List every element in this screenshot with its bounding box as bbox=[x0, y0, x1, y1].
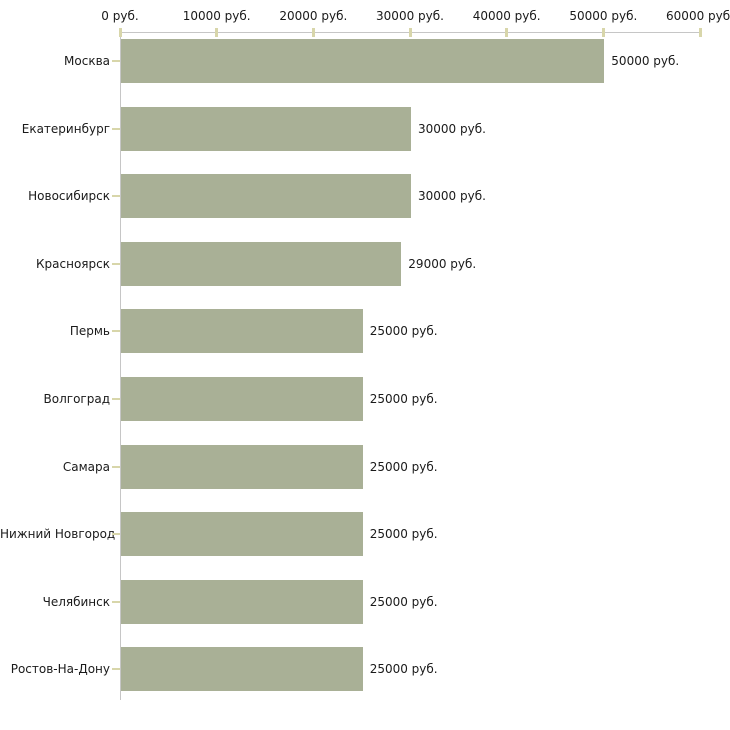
bar bbox=[121, 174, 411, 219]
chart-row-volgograd: Волгоград 25000 руб. bbox=[0, 377, 730, 421]
x-tick-mark bbox=[311, 28, 315, 37]
category-label: Пермь bbox=[69, 324, 110, 339]
bar bbox=[121, 377, 363, 421]
y-tick-mark bbox=[112, 195, 120, 198]
x-tick-mark bbox=[698, 28, 702, 37]
y-tick-mark bbox=[112, 330, 120, 333]
bar bbox=[121, 309, 363, 354]
x-tick-label: 0 руб. bbox=[101, 9, 139, 23]
x-tick-label: 10000 руб. bbox=[182, 9, 251, 23]
category-label: Красноярск bbox=[36, 256, 110, 271]
chart-row-chelyabinsk: Челябинск 25000 руб. bbox=[0, 579, 730, 624]
value-label: 25000 руб. bbox=[369, 662, 438, 677]
chart-row-moskva: Москва 50000 руб. bbox=[0, 39, 730, 83]
value-label: 25000 руб. bbox=[369, 459, 438, 474]
y-tick-mark bbox=[112, 127, 120, 130]
y-tick-mark bbox=[112, 600, 120, 603]
x-tick-label: 40000 руб. bbox=[472, 9, 541, 23]
category-label: Самара bbox=[62, 459, 110, 474]
chart-row-novosibirsk: Новосибирск 30000 руб. bbox=[0, 174, 730, 219]
bar bbox=[121, 39, 605, 83]
value-label: 25000 руб. bbox=[369, 594, 438, 609]
bar bbox=[121, 579, 363, 624]
y-tick-mark bbox=[112, 533, 120, 536]
value-label: 29000 руб. bbox=[408, 256, 477, 271]
x-tick-label: 50000 руб. bbox=[569, 9, 638, 23]
category-label: Ростов-На-Дону bbox=[10, 662, 110, 677]
category-label: Волгоград bbox=[43, 392, 110, 406]
x-tick-label: 30000 руб. bbox=[376, 9, 444, 23]
category-label: Нижний Новгород bbox=[0, 527, 116, 542]
value-label: 25000 руб. bbox=[369, 324, 438, 339]
category-label: Новосибирск bbox=[28, 189, 110, 204]
x-tick-mark bbox=[408, 28, 412, 37]
category-label: Москва bbox=[64, 54, 110, 68]
x-tick-mark bbox=[505, 28, 509, 37]
chart-row-nizhniy-novgorod: Нижний Новгород 25000 руб. bbox=[0, 512, 730, 557]
x-tick-label: 20000 руб. bbox=[279, 9, 348, 23]
bar bbox=[121, 106, 411, 151]
bar bbox=[121, 512, 363, 557]
x-tick-mark bbox=[215, 28, 219, 37]
value-label: 30000 руб. bbox=[418, 121, 486, 136]
bar bbox=[121, 647, 363, 692]
chart-row-perm: Пермь 25000 руб. bbox=[0, 309, 730, 354]
category-label: Екатеринбург bbox=[21, 121, 110, 136]
y-tick-mark bbox=[112, 465, 120, 468]
y-axis-line bbox=[120, 32, 121, 700]
bar bbox=[121, 444, 363, 489]
chart-row-samara: Самара 25000 руб. bbox=[0, 444, 730, 489]
y-tick-mark bbox=[112, 668, 120, 671]
value-label: 50000 руб. bbox=[611, 54, 680, 68]
bar bbox=[121, 241, 402, 286]
value-label: 25000 руб. bbox=[369, 527, 438, 542]
x-tick-mark bbox=[118, 28, 122, 37]
y-tick-mark bbox=[112, 398, 120, 400]
chart-row-ekaterinburg: Екатеринбург 30000 руб. bbox=[0, 106, 730, 151]
y-tick-mark bbox=[112, 262, 120, 265]
value-label: 25000 руб. bbox=[369, 392, 438, 406]
value-label: 30000 руб. bbox=[418, 189, 486, 204]
x-tick-mark bbox=[601, 28, 605, 37]
y-tick-mark bbox=[112, 60, 120, 62]
chart-row-krasnoyarsk: Красноярск 29000 руб. bbox=[0, 241, 730, 286]
category-label: Челябинск bbox=[42, 594, 110, 609]
x-tick-label: 60000 руб. bbox=[666, 9, 730, 23]
chart-row-rostov-na-donu: Ростов-На-Дону 25000 руб. bbox=[0, 647, 730, 692]
